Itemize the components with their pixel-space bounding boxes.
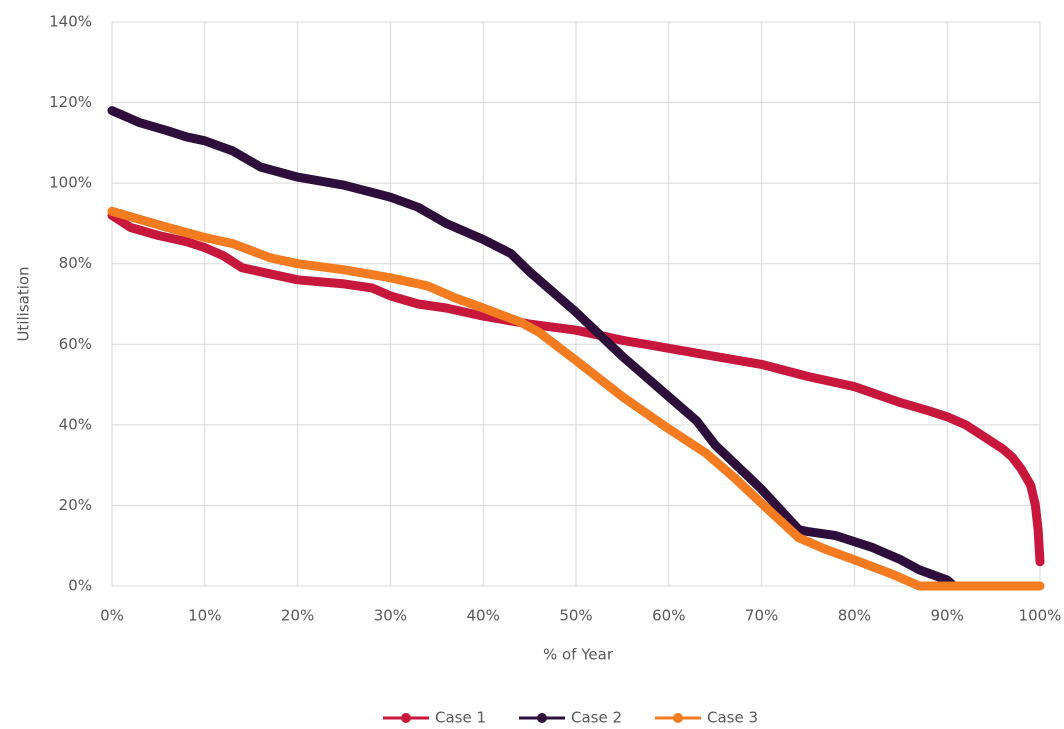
y-tick-label: 140% bbox=[49, 13, 92, 31]
x-tick-label: 50% bbox=[559, 607, 592, 625]
x-tick-label: 60% bbox=[652, 607, 685, 625]
y-tick-label: 120% bbox=[49, 93, 92, 111]
x-tick-label: 90% bbox=[931, 607, 964, 625]
y-tick-label: 20% bbox=[59, 496, 92, 514]
data-line bbox=[107, 206, 1045, 591]
y-tick-label: 40% bbox=[59, 415, 92, 433]
y-tick-label: 100% bbox=[49, 174, 92, 192]
x-axis-label: % of Year bbox=[543, 646, 614, 664]
x-tick-label: 0% bbox=[100, 607, 124, 625]
x-tick-label: 40% bbox=[467, 607, 500, 625]
legend-item: Case 3 bbox=[655, 709, 758, 727]
y-tick-label: 60% bbox=[59, 335, 92, 353]
legend-label: Case 2 bbox=[571, 709, 622, 727]
y-axis-label: Utilisation bbox=[15, 266, 33, 341]
legend-item: Case 2 bbox=[519, 709, 622, 727]
legend-marker bbox=[673, 713, 683, 723]
data-line bbox=[107, 210, 1045, 567]
legend-label: Case 3 bbox=[707, 709, 758, 727]
legend-marker bbox=[537, 713, 547, 723]
x-tick-label: 10% bbox=[188, 607, 221, 625]
y-tick-label: 80% bbox=[59, 254, 92, 272]
x-tick-label: 30% bbox=[374, 607, 407, 625]
y-tick-label: 0% bbox=[68, 577, 92, 595]
data-line bbox=[107, 106, 957, 589]
x-tick-label: 100% bbox=[1019, 607, 1062, 625]
x-tick-label: 20% bbox=[281, 607, 314, 625]
legend-item: Case 1 bbox=[383, 709, 486, 727]
x-tick-label: 80% bbox=[838, 607, 871, 625]
legend-label: Case 1 bbox=[435, 709, 486, 727]
x-tick-label: 70% bbox=[745, 607, 778, 625]
legend-marker bbox=[401, 713, 411, 723]
